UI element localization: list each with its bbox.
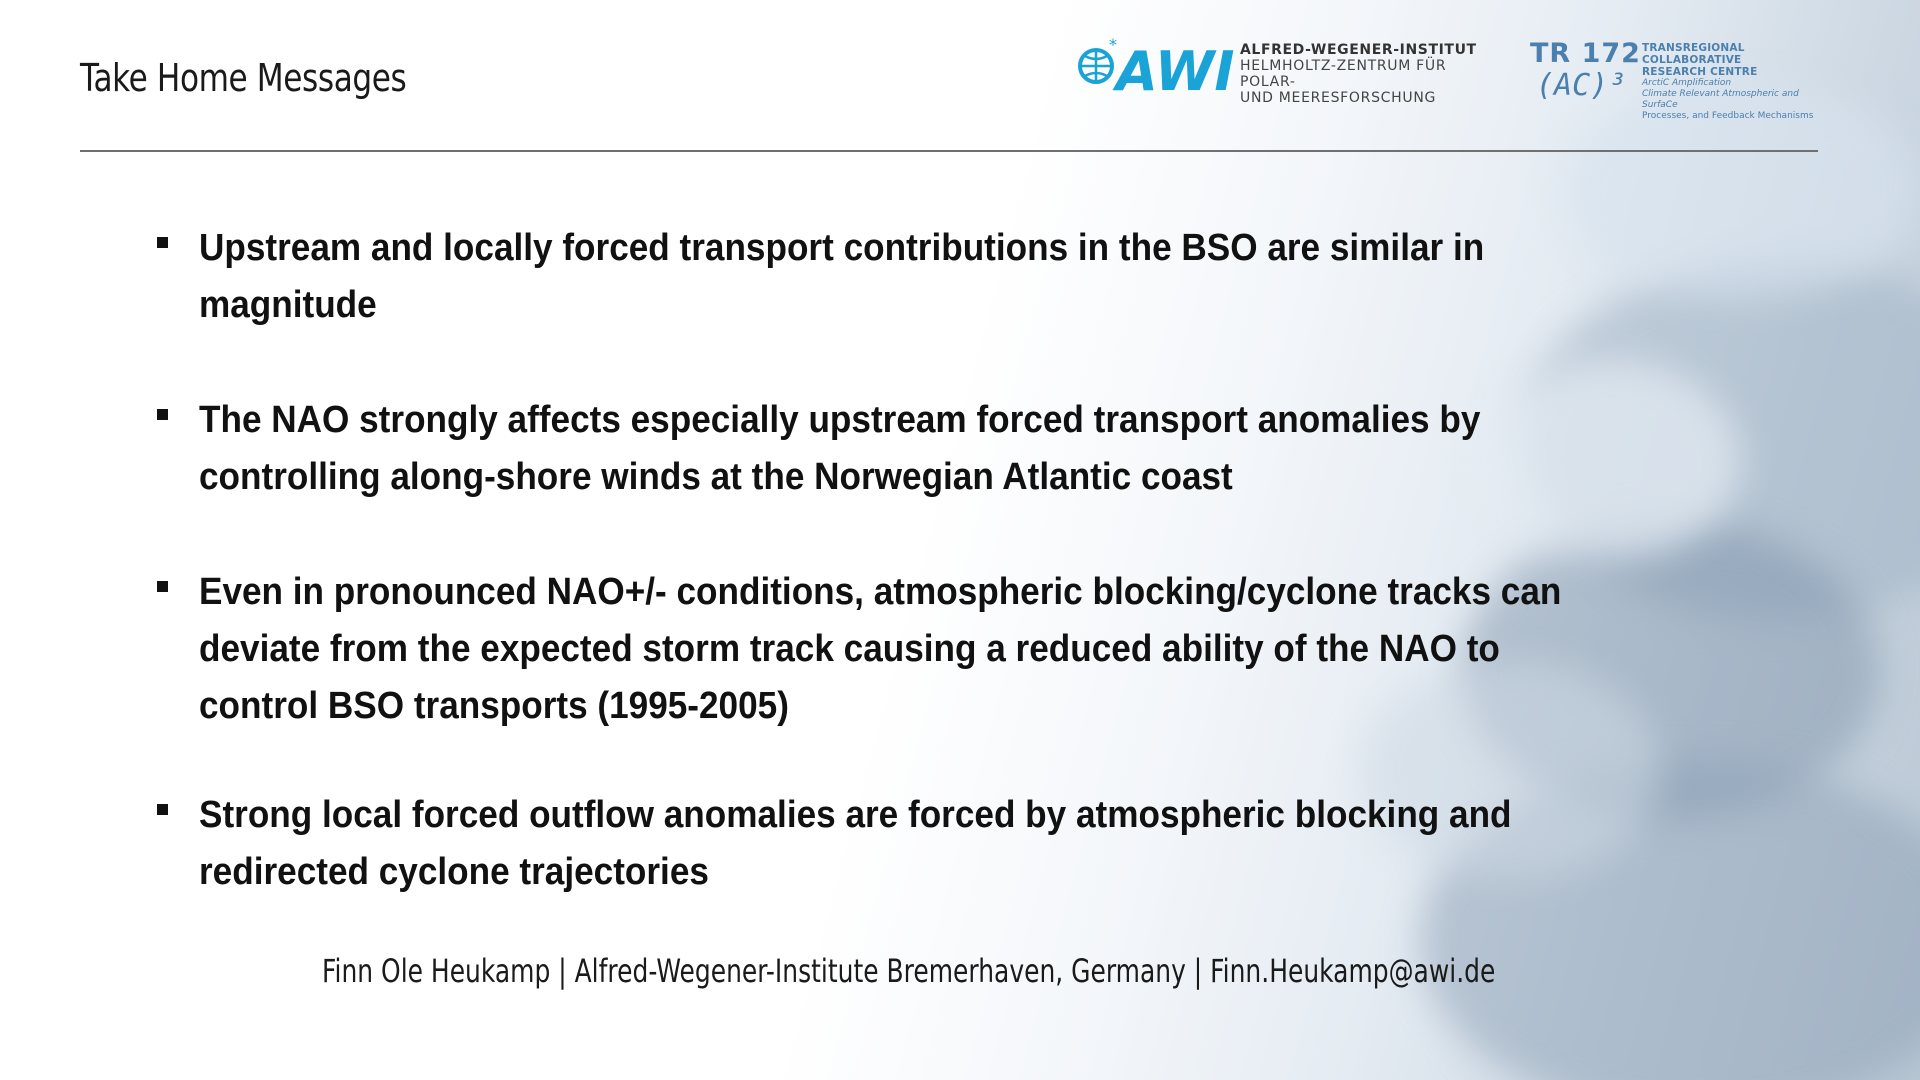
ice-background-shading xyxy=(1560,80,1920,300)
square-bullet-icon xyxy=(157,237,168,248)
take-home-list: Upstream and locally forced transport co… xyxy=(155,220,1715,959)
tr172-code: TR 172 xyxy=(1530,38,1641,69)
list-item: The NAO strongly affects especially upst… xyxy=(155,392,1715,506)
awi-logo-text: ALFRED-WEGENER-INSTITUT HELMHOLTZ-ZENTRU… xyxy=(1240,42,1500,106)
tr172-tagline: ArctiC Amplification xyxy=(1642,78,1732,88)
square-bullet-icon xyxy=(157,581,168,592)
awi-subtitle-line: HELMHOLTZ-ZENTRUM FÜR POLAR- xyxy=(1240,58,1447,90)
tr172-description: TRANSREGIONAL COLLABORATIVE RESEARCH CEN… xyxy=(1642,42,1832,122)
slide-title: Take Home Messages xyxy=(80,56,407,100)
list-item: Even in pronounced NAO+/- conditions, at… xyxy=(155,564,1715,735)
tr172-heading: TRANSREGIONAL COLLABORATIVE xyxy=(1642,42,1745,66)
ice-background-shading xyxy=(1480,360,1740,560)
awi-logo-mark: * AWI xyxy=(1078,35,1235,98)
ac3-mark: (AC)³ xyxy=(1536,68,1627,103)
tr172-tagline: Processes, and Feedback Mechanisms xyxy=(1642,111,1814,121)
presenter-footer: Finn Ole Heukamp | Alfred-Wegener-Instit… xyxy=(322,952,1496,990)
awi-name: ALFRED-WEGENER-INSTITUT xyxy=(1240,42,1477,58)
ice-background-shading xyxy=(1360,660,1660,880)
list-item: Strong local forced outflow anomalies ar… xyxy=(155,787,1715,901)
square-bullet-icon xyxy=(157,804,168,815)
square-bullet-icon xyxy=(157,409,168,420)
bullet-text: Upstream and locally forced transport co… xyxy=(199,227,1485,326)
list-item: Upstream and locally forced transport co… xyxy=(155,220,1715,334)
bullet-text: Even in pronounced NAO+/- conditions, at… xyxy=(199,571,1562,727)
bullet-text: Strong local forced outflow anomalies ar… xyxy=(199,794,1512,893)
title-divider xyxy=(80,150,1818,152)
tr172-logo: TR 172 (AC)³ TRANSREGIONAL COLLABORATIVE… xyxy=(1530,38,1820,121)
awi-subtitle-line: UND MEERESFORSCHUNG xyxy=(1240,90,1437,106)
tr172-tagline: Climate Relevant Atmospheric and SurfaCe xyxy=(1642,89,1799,110)
bullet-text: The NAO strongly affects especially upst… xyxy=(199,399,1481,498)
tr172-heading: RESEARCH CENTRE xyxy=(1642,66,1758,78)
awi-logo-letters: AWI xyxy=(1112,40,1235,98)
svg-text:*: * xyxy=(1109,35,1117,54)
